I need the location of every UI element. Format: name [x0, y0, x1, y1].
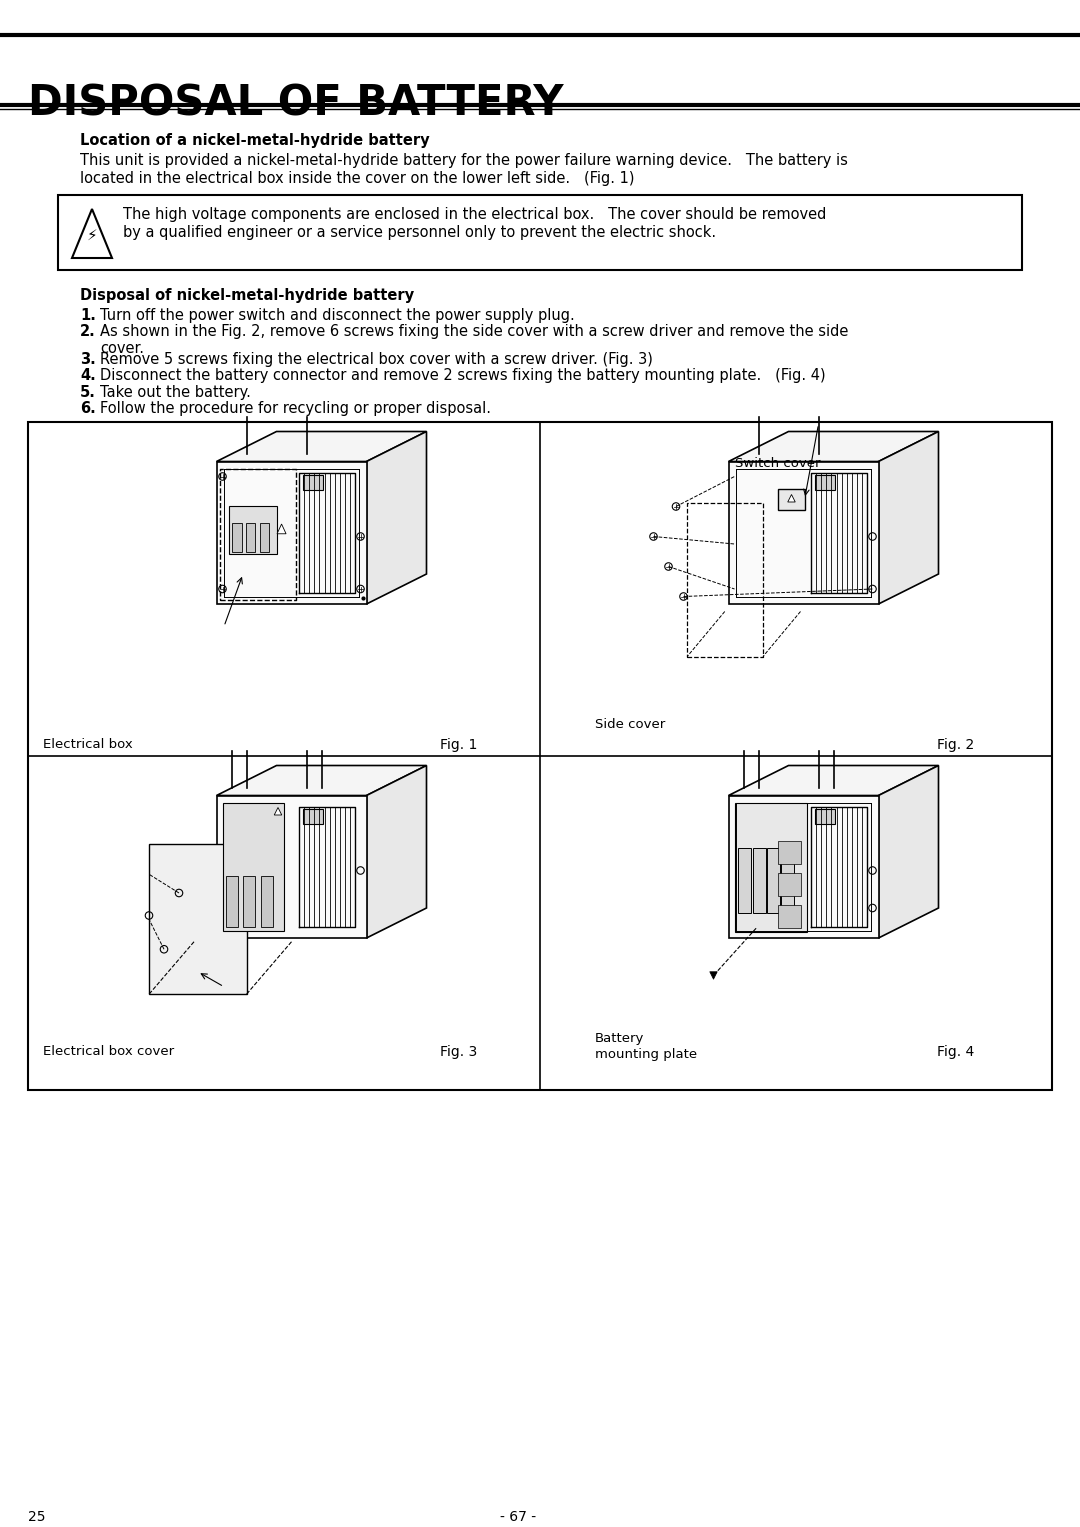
FancyBboxPatch shape — [767, 847, 780, 913]
Text: Fig. 3: Fig. 3 — [440, 1044, 477, 1060]
Text: cover.: cover. — [100, 341, 144, 356]
Polygon shape — [366, 765, 427, 938]
FancyBboxPatch shape — [734, 803, 807, 931]
Text: Turn off the power switch and disconnect the power supply plug.: Turn off the power switch and disconnect… — [100, 308, 575, 324]
FancyBboxPatch shape — [739, 847, 752, 913]
Text: Side cover: Side cover — [595, 718, 665, 731]
FancyBboxPatch shape — [28, 421, 1052, 1090]
Text: 25: 25 — [28, 1510, 45, 1524]
Text: Disposal of nickel-metal-hydride battery: Disposal of nickel-metal-hydride battery — [80, 289, 414, 302]
Polygon shape — [278, 524, 286, 534]
FancyBboxPatch shape — [222, 803, 284, 930]
Text: 6.: 6. — [80, 402, 96, 415]
Text: Location of a nickel-metal-hydride battery: Location of a nickel-metal-hydride batte… — [80, 133, 430, 148]
FancyBboxPatch shape — [778, 906, 800, 928]
Polygon shape — [216, 432, 427, 461]
Text: 3.: 3. — [80, 353, 96, 366]
Text: Switch cover: Switch cover — [734, 457, 820, 470]
Text: 4.: 4. — [80, 368, 96, 383]
Polygon shape — [72, 209, 112, 258]
Text: Electrical box cover: Electrical box cover — [43, 1044, 174, 1058]
FancyBboxPatch shape — [229, 505, 278, 554]
Text: Electrical box: Electrical box — [43, 738, 133, 751]
Polygon shape — [878, 765, 939, 938]
FancyBboxPatch shape — [246, 524, 256, 553]
Text: 5.: 5. — [80, 385, 96, 400]
Polygon shape — [149, 844, 246, 994]
FancyBboxPatch shape — [778, 840, 800, 864]
FancyBboxPatch shape — [814, 809, 835, 823]
FancyBboxPatch shape — [243, 876, 255, 927]
FancyBboxPatch shape — [58, 195, 1022, 270]
Polygon shape — [729, 461, 878, 605]
FancyBboxPatch shape — [753, 847, 766, 913]
Text: Fig. 1: Fig. 1 — [440, 738, 477, 751]
Text: - 67 -: - 67 - — [500, 1510, 536, 1524]
Text: Fig. 2: Fig. 2 — [937, 738, 974, 751]
Text: As shown in the Fig. 2, remove 6 screws fixing the side cover with a screw drive: As shown in the Fig. 2, remove 6 screws … — [100, 324, 849, 339]
FancyBboxPatch shape — [782, 847, 795, 913]
FancyBboxPatch shape — [302, 809, 323, 823]
Polygon shape — [274, 808, 282, 815]
Text: Fig. 4: Fig. 4 — [937, 1044, 974, 1060]
Text: located in the electrical box inside the cover on the lower left side.   (Fig. 1: located in the electrical box inside the… — [80, 171, 635, 186]
FancyBboxPatch shape — [259, 524, 269, 553]
FancyBboxPatch shape — [260, 876, 273, 927]
Polygon shape — [729, 765, 939, 796]
Polygon shape — [216, 765, 427, 796]
FancyBboxPatch shape — [778, 873, 800, 896]
FancyBboxPatch shape — [814, 475, 835, 490]
Text: This unit is provided a nickel-metal-hydride battery for the power failure warni: This unit is provided a nickel-metal-hyd… — [80, 153, 848, 168]
FancyBboxPatch shape — [226, 876, 238, 927]
Text: Take out the battery.: Take out the battery. — [100, 385, 251, 400]
Polygon shape — [787, 495, 795, 502]
Text: DISPOSAL OF BATTERY: DISPOSAL OF BATTERY — [28, 82, 564, 124]
Text: by a qualified engineer or a service personnel only to prevent the electric shoc: by a qualified engineer or a service per… — [123, 224, 716, 240]
FancyBboxPatch shape — [302, 475, 323, 490]
Text: The high voltage components are enclosed in the electrical box.   The cover shou: The high voltage components are enclosed… — [123, 208, 826, 221]
Polygon shape — [366, 432, 427, 605]
Polygon shape — [878, 432, 939, 605]
Text: Follow the procedure for recycling or proper disposal.: Follow the procedure for recycling or pr… — [100, 402, 491, 415]
Text: Remove 5 screws fixing the electrical box cover with a screw driver. (Fig. 3): Remove 5 screws fixing the electrical bo… — [100, 353, 653, 366]
FancyBboxPatch shape — [779, 489, 805, 510]
FancyBboxPatch shape — [232, 524, 242, 553]
Polygon shape — [710, 971, 717, 979]
Polygon shape — [216, 796, 366, 938]
Text: 2.: 2. — [80, 324, 96, 339]
Polygon shape — [729, 432, 939, 461]
Text: ⚡: ⚡ — [86, 228, 97, 243]
Text: 1.: 1. — [80, 308, 96, 324]
Text: Disconnect the battery connector and remove 2 screws fixing the battery mounting: Disconnect the battery connector and rem… — [100, 368, 825, 383]
Polygon shape — [216, 461, 366, 605]
Polygon shape — [729, 796, 878, 938]
Text: Battery
mounting plate: Battery mounting plate — [595, 1032, 697, 1061]
